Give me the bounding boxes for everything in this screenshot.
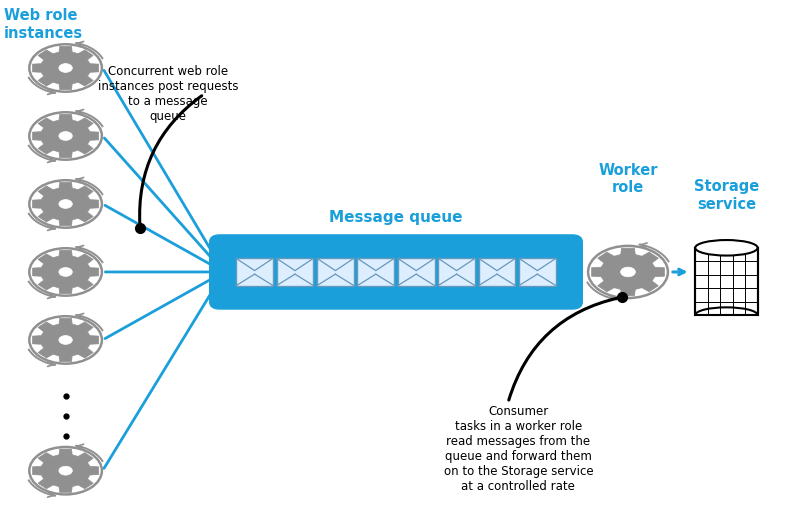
Circle shape bbox=[588, 246, 668, 298]
Text: Concurrent web role
instances post requests
to a message
queue: Concurrent web role instances post reque… bbox=[98, 65, 238, 123]
Circle shape bbox=[30, 316, 102, 363]
FancyBboxPatch shape bbox=[358, 258, 394, 286]
FancyBboxPatch shape bbox=[695, 248, 758, 315]
FancyBboxPatch shape bbox=[210, 235, 582, 309]
Text: Message queue: Message queue bbox=[330, 210, 462, 225]
FancyBboxPatch shape bbox=[277, 258, 314, 286]
Circle shape bbox=[30, 180, 102, 228]
Circle shape bbox=[48, 459, 83, 482]
Circle shape bbox=[30, 447, 102, 494]
Circle shape bbox=[48, 56, 83, 79]
FancyBboxPatch shape bbox=[398, 258, 434, 286]
Polygon shape bbox=[33, 47, 98, 89]
Text: Worker
role: Worker role bbox=[598, 163, 658, 196]
Circle shape bbox=[48, 260, 83, 283]
Circle shape bbox=[48, 124, 83, 147]
Circle shape bbox=[30, 248, 102, 295]
Circle shape bbox=[48, 328, 83, 351]
Circle shape bbox=[621, 267, 635, 277]
Polygon shape bbox=[33, 115, 98, 157]
Circle shape bbox=[59, 336, 72, 344]
Circle shape bbox=[30, 112, 102, 160]
Circle shape bbox=[609, 259, 647, 285]
FancyBboxPatch shape bbox=[478, 258, 515, 286]
Polygon shape bbox=[33, 251, 98, 293]
Polygon shape bbox=[33, 183, 98, 225]
Circle shape bbox=[59, 200, 72, 208]
Circle shape bbox=[30, 44, 102, 92]
Text: Storage
service: Storage service bbox=[694, 179, 759, 212]
FancyBboxPatch shape bbox=[236, 258, 273, 286]
Circle shape bbox=[59, 467, 72, 475]
Ellipse shape bbox=[695, 240, 758, 256]
FancyBboxPatch shape bbox=[519, 258, 556, 286]
Circle shape bbox=[59, 268, 72, 276]
Circle shape bbox=[59, 132, 72, 140]
Polygon shape bbox=[33, 319, 98, 361]
Polygon shape bbox=[33, 449, 98, 492]
Circle shape bbox=[59, 64, 72, 72]
FancyBboxPatch shape bbox=[438, 258, 475, 286]
Text: Web role
instances: Web role instances bbox=[4, 8, 83, 41]
FancyBboxPatch shape bbox=[317, 258, 354, 286]
Circle shape bbox=[48, 192, 83, 215]
Polygon shape bbox=[592, 248, 664, 295]
Text: Consumer
tasks in a worker role
read messages from the
queue and forward them
on: Consumer tasks in a worker role read mes… bbox=[443, 405, 594, 493]
